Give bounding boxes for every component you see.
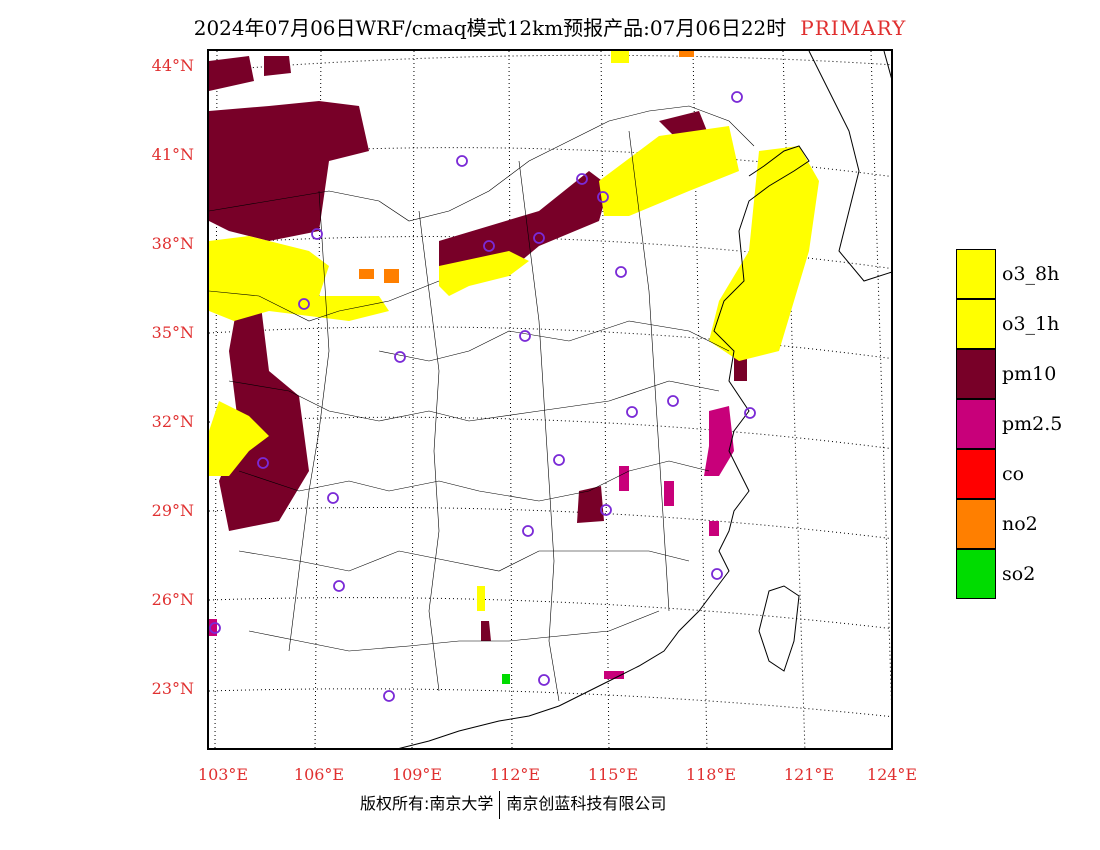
legend-label-pm10: pm10	[1002, 363, 1057, 385]
legend-label-pm25: pm2.5	[1002, 413, 1063, 435]
legend-swatch-o3-8h	[956, 249, 996, 299]
lat-label-32: 32°N	[151, 412, 194, 431]
copyright-footer: 版权所有:南京大学 南京创蓝科技有限公司	[360, 790, 666, 819]
lon-label-118: 118°E	[685, 765, 737, 784]
map-title: 2024年07月06日WRF/cmaq模式12km预报产品:07月06日22时 P…	[0, 12, 1100, 41]
legend-swatch-co	[956, 449, 996, 499]
lat-label-35: 35°N	[151, 323, 194, 342]
legend-swatch-o3-1h	[956, 299, 996, 349]
lon-label-112: 112°E	[489, 765, 541, 784]
lat-label-38: 38°N	[151, 234, 194, 253]
no2-field	[359, 51, 694, 283]
copyright-separator	[499, 790, 501, 819]
legend-swatch-no2	[956, 499, 996, 549]
province-boundaries	[209, 105, 755, 702]
legend-label-o3-1h: o3_1h	[1002, 313, 1060, 335]
lat-label-29: 29°N	[151, 501, 194, 520]
lat-label-23: 23°N	[151, 679, 194, 698]
lat-label-41: 41°N	[151, 145, 194, 164]
map-canvas	[209, 51, 891, 748]
copyright-left: 版权所有:南京大学	[360, 794, 494, 813]
lon-label-124: 124°E	[866, 765, 918, 784]
lon-label-109: 109°E	[391, 765, 443, 784]
legend-label-no2: no2	[1002, 513, 1038, 535]
lon-label-106: 106°E	[293, 765, 345, 784]
map-frame	[207, 49, 893, 750]
lon-label-103: 103°E	[197, 765, 249, 784]
pm10-field	[209, 56, 747, 641]
title-text: 2024年07月06日WRF/cmaq模式12km预报产品:07月06日22时	[193, 16, 787, 40]
coastline	[398, 51, 891, 748]
primary-badge: PRIMARY	[800, 16, 907, 40]
legend-label-co: co	[1002, 463, 1025, 485]
lon-label-121: 121°E	[783, 765, 835, 784]
legend-swatch-so2	[956, 549, 996, 599]
legend-swatch-pm25	[956, 399, 996, 449]
lon-label-115: 115°E	[587, 765, 639, 784]
lat-label-44: 44°N	[151, 56, 194, 75]
copyright-right: 南京创蓝科技有限公司	[506, 794, 667, 813]
legend-swatch-pm10	[956, 349, 996, 399]
lat-label-26: 26°N	[151, 590, 194, 609]
o3-field	[209, 51, 819, 611]
legend-label-so2: so2	[1002, 563, 1036, 585]
pm25-field	[209, 406, 734, 679]
station-markers	[209, 91, 756, 702]
legend-label-o3-8h: o3_8h	[1002, 263, 1060, 285]
so2-field	[502, 674, 510, 684]
